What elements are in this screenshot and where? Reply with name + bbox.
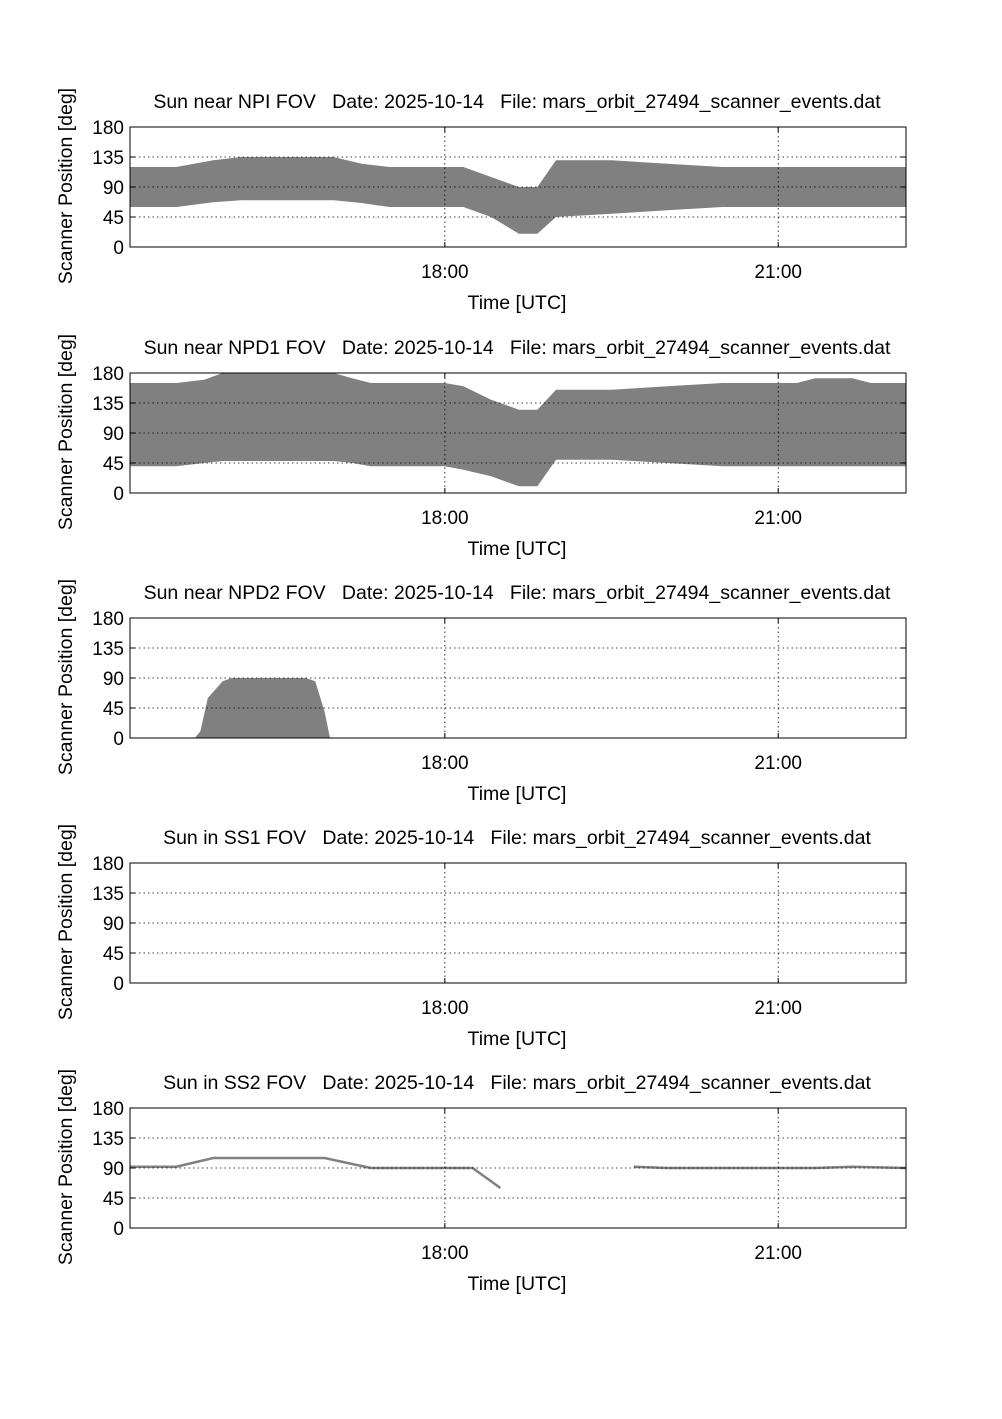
y-tick-label: 45 (103, 944, 124, 965)
y-tick-label: 135 (92, 884, 124, 905)
chart-title: Sun in SS2 FOV Date: 2025-10-14 File: ma… (163, 1072, 871, 1094)
y-tick-label: 90 (103, 424, 124, 445)
x-axis-label: Time [UTC] (468, 1273, 567, 1295)
x-tick-label: 18:00 (421, 1243, 469, 1264)
y-tick-label: 90 (103, 914, 124, 935)
chart-title: Sun in SS1 FOV Date: 2025-10-14 File: ma… (163, 827, 871, 849)
x-tick-label: 18:00 (421, 262, 469, 283)
y-tick-label: 0 (113, 1219, 124, 1240)
data-series (130, 373, 906, 487)
x-axis-label: Time [UTC] (468, 1028, 567, 1050)
y-tick-label: 0 (113, 729, 124, 750)
area-band-1 (130, 157, 906, 234)
area-band-1 (130, 678, 906, 738)
x-tick-label: 21:00 (754, 1243, 802, 1264)
x-axis-label: Time [UTC] (468, 538, 567, 560)
chart-panel-4: 0 45 90 135 180 18:00 21:00 Sun in SS1 FOV Date… (55, 824, 907, 1050)
data-series (130, 157, 906, 234)
y-tick-label: 180 (92, 364, 124, 385)
y-tick-label: 45 (103, 454, 124, 475)
y-axis-label: Scanner Position [deg] (55, 579, 77, 775)
chart-panel-2: 0 45 90 135 180 18:00 21:00 Sun near NPD1 FOV D… (55, 334, 907, 560)
x-tick-label: 21:00 (754, 508, 802, 529)
y-tick-label: 0 (113, 484, 124, 505)
data-series (130, 678, 906, 738)
y-tick-label: 135 (92, 1129, 124, 1150)
y-tick-label: 180 (92, 609, 124, 630)
y-axis-label: Scanner Position [deg] (55, 824, 77, 1020)
y-tick-label: 180 (92, 1099, 124, 1120)
y-tick-label: 45 (103, 699, 124, 720)
y-tick-label: 135 (92, 394, 124, 415)
y-axis-label: Scanner Position [deg] (55, 88, 77, 284)
chart-stack: 0 45 90 135 180 18:00 21:00 Sun near NPI FOV Da… (55, 88, 907, 1295)
y-axis-label: Scanner Position [deg] (55, 1069, 77, 1265)
x-tick-label: 21:00 (754, 262, 802, 283)
x-tick-label: 21:00 (754, 753, 802, 774)
chart-panel-5: 0 45 90 135 180 18:00 21:00 Sun in SS2 FOV Date… (55, 1069, 907, 1295)
y-tick-label: 180 (92, 118, 124, 139)
x-tick-label: 18:00 (421, 508, 469, 529)
chart-title: Sun near NPD1 FOV Date: 2025-10-14 File:… (144, 337, 891, 359)
y-tick-label: 180 (92, 854, 124, 875)
y-tick-label: 135 (92, 148, 124, 169)
chart-panel-3: 0 45 90 135 180 18:00 21:00 Sun near NPD2 FOV D… (55, 579, 907, 805)
y-tick-label: 135 (92, 639, 124, 660)
x-tick-label: 21:00 (754, 998, 802, 1019)
x-axis-label: Time [UTC] (468, 292, 567, 314)
y-tick-label: 90 (103, 1159, 124, 1180)
y-tick-label: 0 (113, 238, 124, 259)
y-tick-label: 45 (103, 208, 124, 229)
y-tick-label: 0 (113, 974, 124, 995)
x-tick-label: 18:00 (421, 753, 469, 774)
chart-title: Sun near NPD2 FOV Date: 2025-10-14 File:… (144, 582, 891, 604)
y-tick-label: 90 (103, 178, 124, 199)
y-axis-label: Scanner Position [deg] (55, 334, 77, 530)
chart-title: Sun near NPI FOV Date: 2025-10-14 File: … (153, 91, 881, 113)
area-band-1 (130, 373, 906, 487)
chart-panel-1: 0 45 90 135 180 18:00 21:00 Sun near NPI FOV Da… (55, 88, 907, 314)
y-tick-label: 90 (103, 669, 124, 690)
x-tick-label: 18:00 (421, 998, 469, 1019)
x-axis-label: Time [UTC] (468, 783, 567, 805)
y-tick-label: 45 (103, 1189, 124, 1210)
